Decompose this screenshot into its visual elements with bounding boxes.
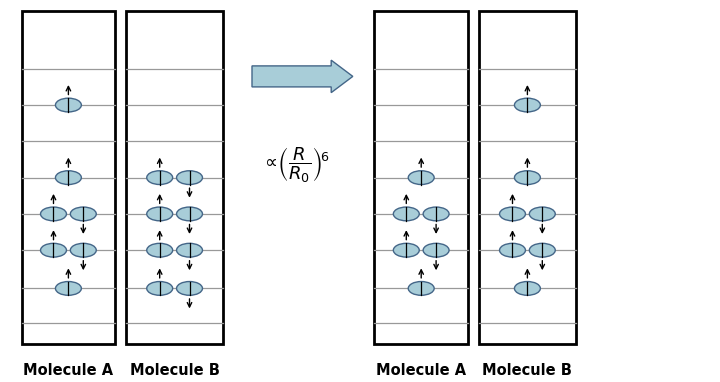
- Circle shape: [55, 282, 81, 295]
- Circle shape: [147, 207, 173, 221]
- Circle shape: [147, 282, 173, 295]
- Circle shape: [176, 207, 202, 221]
- Circle shape: [500, 243, 526, 257]
- Circle shape: [423, 207, 449, 221]
- Text: Molecule B: Molecule B: [130, 363, 220, 378]
- Circle shape: [147, 171, 173, 185]
- Circle shape: [408, 282, 434, 295]
- Circle shape: [529, 207, 555, 221]
- Circle shape: [393, 243, 419, 257]
- Circle shape: [147, 243, 173, 257]
- Circle shape: [40, 243, 66, 257]
- FancyArrow shape: [252, 60, 353, 92]
- Circle shape: [514, 98, 540, 112]
- Circle shape: [408, 171, 434, 185]
- Circle shape: [71, 207, 96, 221]
- Circle shape: [55, 98, 81, 112]
- Circle shape: [514, 282, 540, 295]
- Circle shape: [529, 243, 555, 257]
- Circle shape: [176, 171, 202, 185]
- Circle shape: [500, 207, 526, 221]
- Circle shape: [514, 171, 540, 185]
- Circle shape: [55, 171, 81, 185]
- Circle shape: [40, 207, 66, 221]
- Text: $\propto\!\left(\dfrac{R}{R_0}\right)^{\!6}$: $\propto\!\left(\dfrac{R}{R_0}\right)^{\…: [261, 145, 330, 184]
- Circle shape: [393, 207, 419, 221]
- Circle shape: [423, 243, 449, 257]
- Text: Molecule A: Molecule A: [23, 363, 114, 378]
- Circle shape: [71, 243, 96, 257]
- Text: Molecule B: Molecule B: [482, 363, 572, 378]
- Circle shape: [176, 243, 202, 257]
- Circle shape: [176, 282, 202, 295]
- Text: Molecule A: Molecule A: [376, 363, 467, 378]
